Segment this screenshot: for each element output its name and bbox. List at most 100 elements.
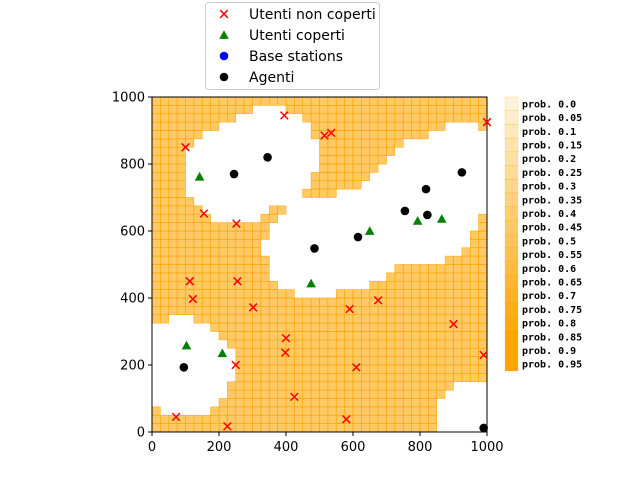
heatmap-cell [160,188,170,198]
heatmap-cell [386,322,396,332]
heatmap-cell [419,297,429,307]
plot-area-frame [151,96,488,433]
heatmap-cell [302,406,312,416]
heatmap-cell [302,322,312,332]
heatmap-cell [402,356,412,366]
heatmap-cell [453,297,463,307]
heatmap-cell [210,96,220,106]
heatmap-cell [352,297,362,307]
heatmap-cell [419,121,429,131]
heatmap-cell [193,272,203,282]
heatmap-cell [227,239,237,249]
heatmap-cell [268,423,278,433]
heatmap-cell [235,398,245,408]
heatmap-cell [310,423,320,433]
heatmap-cell [260,347,270,357]
heatmap-cell [210,414,220,424]
heatmap-cell [361,364,371,374]
heatmap-cell [335,381,345,391]
heatmap-cell [160,414,170,424]
uncovered-user-marker [281,333,291,343]
colorbar-label: prob. 0.8 [522,319,576,330]
heatmap-cell [151,423,161,433]
heatmap-cell [235,331,245,341]
heatmap-cell [201,105,211,115]
heatmap-cell [277,414,287,424]
heatmap-cell [469,255,479,265]
legend: Utenti non coperti Utenti coperti Base sta… [205,2,380,90]
heatmap-cell [377,398,387,408]
heatmap-cell [176,130,186,140]
heatmap-cell [285,297,295,307]
heatmap-cell [319,146,329,156]
heatmap-cell [160,255,170,265]
heatmap-cell [260,314,270,324]
heatmap-cell [319,381,329,391]
heatmap-cell [252,255,262,265]
uncovered-user-marker [248,303,258,312]
heatmap-cell [168,121,178,131]
heatmap-cell [469,364,479,374]
heatmap-cell [151,138,161,148]
heatmap-cell [252,239,262,249]
heatmap-cell [160,239,170,249]
heatmap-cell [327,155,337,165]
colorbar-label: prob. 0.0 [522,99,576,110]
heatmap-cell [377,96,387,106]
heatmap-cell [218,331,228,341]
heatmap-cell [193,306,203,316]
heatmap-cell [361,331,371,341]
heatmap-cell [310,105,320,115]
heatmap-cell [319,389,329,399]
heatmap-cell [319,373,329,383]
heatmap-cell [352,314,362,324]
heatmap-cell [151,314,161,324]
heatmap-cell [260,322,270,332]
heatmap-cell [469,314,479,324]
heatmap-cell [394,322,404,332]
heatmap-cell [218,280,228,290]
heatmap-cell [453,373,463,383]
legend-label: Utenti non coperti [249,7,376,23]
heatmap-cell [352,105,362,115]
heatmap-cell [310,414,320,424]
heatmap-cell [268,339,278,349]
heatmap-cell [151,306,161,316]
heatmap-cell [394,96,404,106]
heatmap-cell [285,414,295,424]
heatmap-cell [168,222,178,232]
heatmap-cell [243,322,253,332]
heatmap-cell [402,322,412,332]
heatmap-cell [419,96,429,106]
heatmap-cell [344,398,354,408]
heatmap-cell [210,297,220,307]
heatmap-cell [327,398,337,408]
heatmap-cell [160,163,170,173]
heatmap-cell [361,381,371,391]
heatmap-cell [461,247,471,257]
heatmap-cell [168,163,178,173]
heatmap-cell [352,180,362,190]
heatmap-cell [361,105,371,115]
heatmap-cell [160,272,170,282]
heatmap-cell [176,230,186,240]
heatmap-cell [310,113,320,123]
heatmap-cell [294,322,304,332]
heatmap-cell [411,280,421,290]
heatmap-cell [436,297,446,307]
heatmap-cell [243,96,253,106]
heatmap-cell [176,222,186,232]
heatmap-cell [218,247,228,257]
colorbar-label: prob. 0.9 [522,346,576,357]
heatmap-cell [327,188,337,198]
heatmap-cell [185,414,195,424]
uncovered-user-marker [326,128,336,138]
heatmap-cell [369,113,379,123]
heatmap-cell [453,272,463,282]
heatmap-cell [218,255,228,265]
heatmap-cell [419,331,429,341]
heatmap-cell [344,364,354,374]
heatmap-cell [319,414,329,424]
heatmap-cell [327,163,337,173]
heatmap-cell [461,297,471,307]
